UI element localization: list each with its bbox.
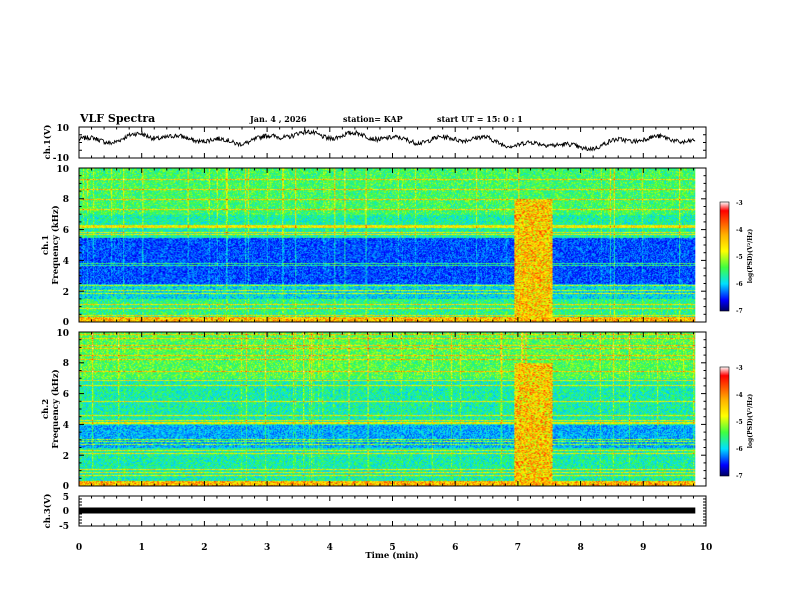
x-axis-label: Time (min) [365, 550, 418, 561]
xtick-label: 8 [577, 543, 583, 553]
chart-title: VLF Spectra [79, 112, 155, 125]
cb1-tick-label: -7 [736, 308, 743, 315]
spec2-ytick-label: 2 [63, 452, 69, 462]
spec2-ytick-label: 6 [63, 390, 69, 400]
spec1-ylabel-frequency: Frequency (kHz) [50, 205, 61, 284]
xtick-label: 7 [515, 543, 521, 553]
axis-ticks [78, 126, 707, 527]
cb1-tick-label: -3 [736, 200, 743, 207]
xtick-label: 6 [452, 543, 458, 553]
ch1-ytick-label: 10 [56, 124, 69, 134]
xtick-label: 4 [327, 543, 333, 553]
cb1-tick-label: -6 [736, 281, 743, 288]
xtick-label: 3 [264, 543, 270, 553]
date-label: Jan. 4 , 2026 [249, 114, 307, 124]
ch1-ylabel: ch.1(V) [42, 125, 53, 160]
ch2-spectrogram-heatmap [79, 332, 696, 486]
xtick-label: 9 [640, 543, 646, 553]
spec1-ytick-label: 4 [63, 257, 69, 267]
spec1-ytick-label: 6 [63, 226, 69, 236]
spec2-ytick-label: 10 [56, 329, 69, 339]
spec2-ytick-label: 8 [63, 359, 69, 369]
ch3-ylabel: ch.3(V) [42, 494, 53, 529]
cb2-tick-label: -3 [736, 365, 743, 372]
cb1-tick-label: -4 [736, 227, 743, 234]
spec1-ytick-label: 0 [63, 318, 69, 328]
cb2-tick-label: -5 [736, 419, 743, 426]
spec2-ylabel-frequency: Frequency (kHz) [50, 369, 61, 448]
ch2-colorbar [719, 366, 730, 477]
cb2-label: log(PSD)(V²/Hz) [747, 394, 754, 449]
spec1-ytick-label: 10 [56, 165, 69, 175]
ch1-colorbar [719, 201, 730, 312]
xtick-label: 10 [700, 543, 713, 553]
spec1-ytick-label: 8 [63, 195, 69, 205]
cb1-label: log(PSD)(V²/Hz) [747, 229, 754, 284]
station-label: station= KAP [343, 114, 403, 124]
ch3-ytick-label: 5 [63, 493, 69, 503]
xtick-label: 1 [139, 543, 145, 553]
cb2-tick-label: -7 [736, 473, 743, 480]
start-time-label: start UT = 15: 0 : 1 [437, 114, 523, 124]
ch3-series-line [79, 507, 696, 514]
ch1-ytick-label: -10 [53, 154, 69, 164]
cb2-tick-label: -4 [736, 392, 743, 399]
spec2-ytick-label: 0 [63, 482, 69, 492]
ch1-spectrogram-heatmap [79, 168, 696, 322]
spec1-ytick-label: 2 [63, 288, 69, 298]
cb2-tick-label: -6 [736, 446, 743, 453]
ch3-ytick-label: -5 [59, 522, 69, 532]
spec1-ylabel-channel: ch.1 [41, 235, 51, 255]
xtick-label: 2 [201, 543, 207, 553]
xtick-label: 5 [389, 543, 395, 553]
spec2-ylabel-channel: ch.2 [41, 399, 51, 419]
cb1-tick-label: -5 [736, 254, 743, 261]
ch3-ytick-label: 0 [63, 507, 69, 517]
xtick-label: 0 [76, 543, 82, 553]
ch1-series-line [78, 128, 696, 152]
spec2-ytick-label: 4 [63, 421, 69, 431]
